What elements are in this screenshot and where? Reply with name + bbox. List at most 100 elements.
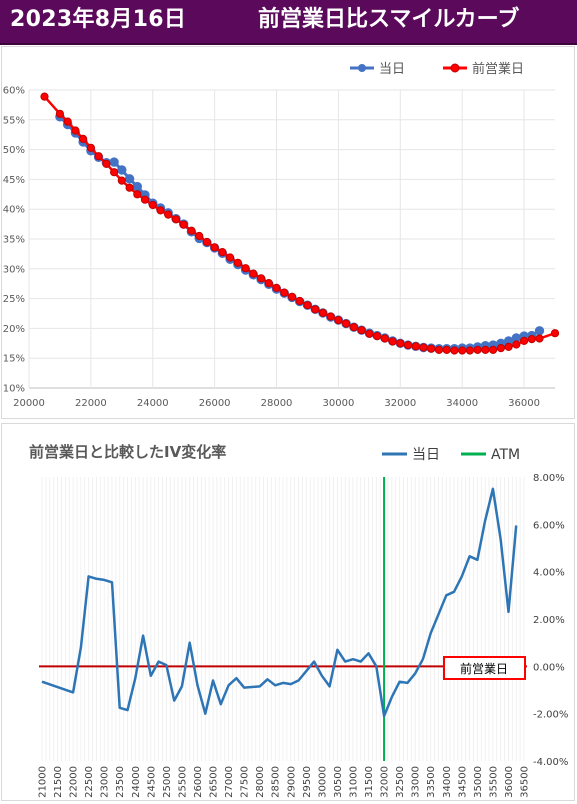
data-point bbox=[303, 301, 312, 310]
x-tick-label: 30000 bbox=[317, 766, 328, 798]
x-tick-label: 36500 bbox=[520, 766, 531, 798]
x-tick-label: 23500 bbox=[115, 766, 126, 798]
x-tick-label: 27500 bbox=[240, 766, 251, 798]
data-point bbox=[520, 336, 529, 345]
data-point bbox=[373, 332, 382, 341]
data-point bbox=[473, 345, 482, 354]
x-tick-label: 31000 bbox=[349, 766, 360, 798]
data-point bbox=[233, 258, 242, 267]
data-point bbox=[272, 283, 281, 292]
data-point bbox=[527, 335, 536, 344]
data-point bbox=[117, 165, 127, 175]
x-tick-label: 34000 bbox=[446, 398, 478, 409]
data-point bbox=[489, 345, 498, 354]
reference-label: 前営業日 bbox=[443, 656, 526, 680]
data-point bbox=[218, 248, 227, 257]
x-tick-label: 34000 bbox=[442, 766, 453, 798]
legend[interactable]: 当日 ATM bbox=[382, 447, 520, 463]
data-point bbox=[179, 220, 188, 229]
data-point bbox=[504, 342, 513, 351]
data-point bbox=[357, 326, 366, 335]
data-point bbox=[481, 345, 490, 354]
x-tick-label: 20000 bbox=[13, 398, 45, 409]
x-tick-label: 29000 bbox=[286, 766, 297, 798]
data-point bbox=[241, 264, 250, 273]
series-layer bbox=[40, 92, 560, 355]
data-point bbox=[63, 117, 72, 126]
y-tick-label: 0.00% bbox=[533, 662, 565, 673]
data-point bbox=[411, 342, 420, 351]
data-point bbox=[86, 143, 96, 152]
reference-label-box bbox=[443, 656, 526, 680]
legend[interactable]: 当日 前営業日 bbox=[350, 61, 524, 77]
data-point bbox=[132, 181, 143, 192]
data-point bbox=[318, 308, 327, 317]
y-tick-label: 10% bbox=[3, 384, 25, 395]
data-point bbox=[71, 126, 80, 135]
legend-prev-marker bbox=[450, 63, 460, 73]
data-point bbox=[403, 341, 413, 350]
y-tick-label: 25% bbox=[3, 294, 25, 305]
data-point bbox=[110, 168, 119, 177]
data-point bbox=[534, 326, 545, 336]
x-tick-label: 31500 bbox=[364, 766, 375, 798]
grid bbox=[41, 477, 525, 761]
x-tick-label: 33500 bbox=[426, 766, 437, 798]
x-tick-label: 34500 bbox=[457, 766, 468, 798]
y-tick-label: 4.00% bbox=[533, 568, 565, 579]
x-tick-label: 29500 bbox=[302, 766, 313, 798]
data-point bbox=[295, 296, 304, 306]
data-point bbox=[133, 190, 142, 199]
data-point bbox=[187, 226, 196, 235]
data-point bbox=[365, 329, 374, 338]
y-tick-label: -2.00% bbox=[533, 710, 568, 721]
iv-change-chart: 前営業日と比較したIV変化率 当日 ATM 8.00% 6.00% 4.00% 2.0… bbox=[29, 443, 568, 798]
data-point bbox=[79, 134, 88, 144]
y-tick-label: 15% bbox=[3, 354, 25, 365]
data-point bbox=[427, 344, 436, 353]
x-tick-label: 28500 bbox=[271, 766, 282, 798]
x-tick-label: 22000 bbox=[75, 398, 107, 409]
data-point bbox=[465, 346, 474, 355]
series-line-today bbox=[41, 487, 518, 718]
y-tick-label: 30% bbox=[3, 264, 25, 275]
header-date: 2023年8月16日 bbox=[10, 7, 187, 32]
data-point bbox=[226, 253, 235, 262]
data-point bbox=[342, 319, 351, 328]
x-tick-label: 35000 bbox=[473, 766, 484, 798]
y-tick-label: 55% bbox=[3, 115, 25, 126]
series-prev-day bbox=[40, 92, 560, 355]
x-tick-label: 33000 bbox=[411, 766, 422, 798]
data-point bbox=[210, 243, 219, 252]
data-point bbox=[94, 152, 103, 161]
x-tick-label: 32000 bbox=[380, 766, 391, 798]
data-point bbox=[257, 274, 266, 283]
y-tick-label: 60% bbox=[3, 86, 25, 97]
data-point bbox=[458, 346, 467, 355]
data-point bbox=[442, 345, 451, 354]
data-point bbox=[148, 200, 157, 210]
data-point bbox=[326, 312, 335, 321]
x-tick-label: 26000 bbox=[193, 766, 204, 798]
data-point bbox=[550, 329, 560, 338]
data-point bbox=[434, 345, 444, 354]
x-tick-label: 24000 bbox=[131, 766, 142, 798]
legend-prev-label: 前営業日 bbox=[472, 61, 524, 77]
x-tick-label: 28000 bbox=[261, 398, 293, 409]
series-line bbox=[43, 95, 556, 352]
x-tick-label: 22000 bbox=[69, 766, 80, 798]
data-point bbox=[55, 109, 65, 118]
data-point bbox=[535, 334, 544, 343]
x-tick-label: 30000 bbox=[323, 398, 355, 409]
data-point bbox=[396, 339, 405, 348]
smile-curve-panel: 10% 15% 20% 25% 30% 35% 40% 45% 50% 55% 60% 20000 2… bbox=[1, 46, 575, 419]
x-tick-label: 24500 bbox=[146, 766, 157, 798]
legend-today-label: 当日 bbox=[379, 62, 405, 77]
y-tick-label: 35% bbox=[3, 235, 25, 246]
x-tick-label: 36000 bbox=[504, 766, 515, 798]
x-tick-label: 30500 bbox=[333, 766, 344, 798]
data-point bbox=[156, 206, 165, 215]
data-point bbox=[450, 346, 459, 355]
x-tick-label: 21500 bbox=[53, 766, 64, 798]
y-tick-label: -4.00% bbox=[533, 757, 568, 768]
